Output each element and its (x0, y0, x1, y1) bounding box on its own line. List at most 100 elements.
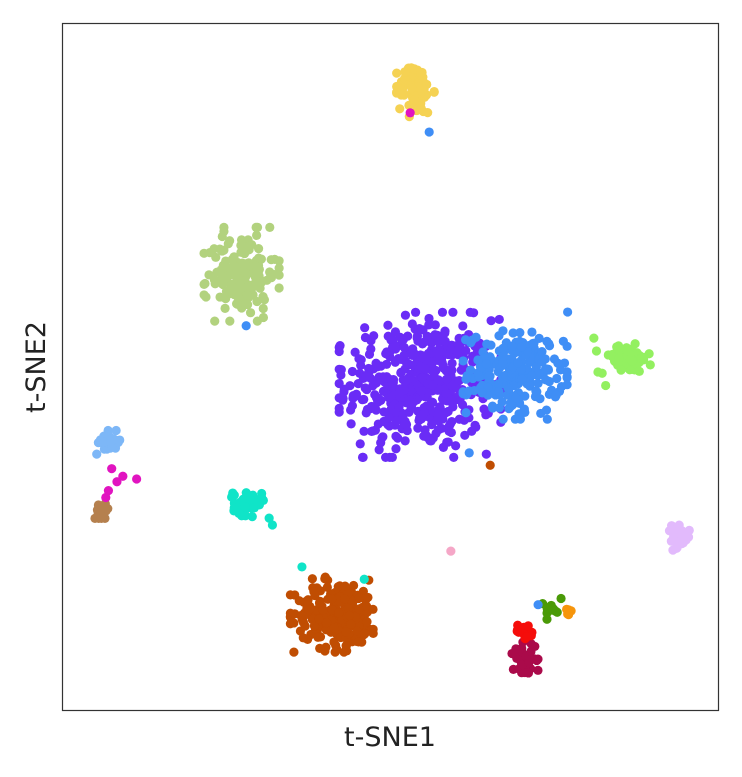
scatter-point (413, 423, 423, 433)
points-layer (90, 63, 694, 678)
scatter-point (92, 449, 102, 459)
scatter-point (240, 502, 250, 512)
scatter-point (405, 395, 415, 406)
scatter-point (408, 344, 418, 354)
scatter-point (593, 367, 603, 377)
scatter-point (258, 303, 268, 314)
scatter-point (390, 341, 400, 351)
scatter-point (400, 436, 410, 446)
scatter-point (356, 355, 366, 365)
scatter-point (525, 381, 535, 391)
scatter-point (526, 370, 537, 381)
scatter-point (365, 373, 376, 383)
scatter-point (433, 337, 443, 347)
scatter-point (368, 426, 378, 436)
scatter-point (438, 442, 448, 452)
scatter-point (556, 593, 566, 604)
scatter-point (449, 452, 459, 463)
scatter-point (423, 348, 434, 358)
scatter-point (458, 321, 468, 331)
scatter-point (669, 530, 679, 540)
scatter-point (412, 333, 422, 343)
scatter-point (200, 278, 210, 289)
scatter-point (515, 328, 525, 338)
scatter-point (407, 319, 417, 329)
scatter-point (215, 292, 225, 302)
scatter-point (520, 667, 530, 678)
scatter-point (458, 356, 468, 366)
scatter-point (383, 320, 393, 330)
scatter-point (370, 390, 380, 400)
scatter-point (547, 603, 557, 614)
scatter-point (373, 397, 383, 407)
scatter-point (106, 437, 116, 447)
scatter-point (99, 437, 109, 447)
scatter-point (523, 621, 533, 631)
scatter-point (419, 337, 429, 347)
scatter-point (416, 68, 426, 78)
scatter-point (209, 275, 220, 285)
x-axis-label: t-SNE1 (344, 722, 436, 753)
scatter-point (101, 492, 111, 503)
scatter-point (396, 90, 406, 100)
scatter-point (309, 587, 319, 597)
scatter-point (394, 388, 405, 398)
scatter-point (266, 255, 276, 265)
scatter-point (469, 308, 479, 318)
scatter-point (344, 610, 355, 621)
scatter-point (447, 416, 457, 427)
scatter-point (563, 307, 573, 317)
scatter-point (254, 264, 264, 274)
scatter-point (634, 366, 644, 376)
scatter-point (446, 365, 456, 375)
scatter-point (493, 379, 504, 389)
scatter-point (322, 582, 332, 592)
scatter-point (95, 505, 106, 515)
scatter-point (424, 127, 434, 137)
scatter-point (336, 364, 346, 375)
scatter-point (423, 108, 433, 118)
scatter-point (252, 222, 263, 232)
scatter-point (512, 626, 522, 636)
scatter-point (487, 401, 498, 411)
scatter-point (481, 359, 491, 369)
scatter-point (427, 359, 437, 369)
scatter-point (420, 364, 431, 374)
scatter-point (341, 627, 351, 637)
scatter-point (498, 326, 508, 336)
scatter-point (395, 104, 405, 114)
scatter-point (430, 320, 440, 330)
scatter-point (334, 403, 344, 413)
scatter-point (392, 68, 402, 78)
scatter-point (274, 256, 284, 266)
scatter-point (368, 628, 378, 638)
scatter-point (522, 632, 532, 642)
scatter-point (429, 86, 439, 97)
scatter-point (486, 316, 496, 326)
scatter-point (461, 345, 471, 356)
scatter-point (320, 572, 330, 582)
scatter-point (241, 321, 251, 331)
scatter-point (532, 655, 542, 666)
scatter-point (537, 357, 547, 367)
scatter-point (374, 445, 384, 455)
scatter-point (541, 364, 551, 374)
scatter-point (400, 310, 411, 320)
scatter-point (553, 358, 563, 368)
scatter-point (645, 360, 655, 370)
scatter-point (391, 431, 401, 441)
scatter-point (536, 408, 546, 419)
scatter-point (318, 605, 328, 615)
scatter-point (446, 427, 456, 438)
scatter-point (322, 618, 332, 628)
scatter-point (533, 378, 543, 389)
scatter-point (359, 426, 369, 436)
scatter-point (340, 581, 350, 591)
scatter-point (517, 374, 527, 384)
scatter-point (354, 604, 364, 614)
scatter-point (258, 312, 269, 323)
scatter-point (360, 332, 371, 343)
scatter-point (344, 603, 354, 614)
